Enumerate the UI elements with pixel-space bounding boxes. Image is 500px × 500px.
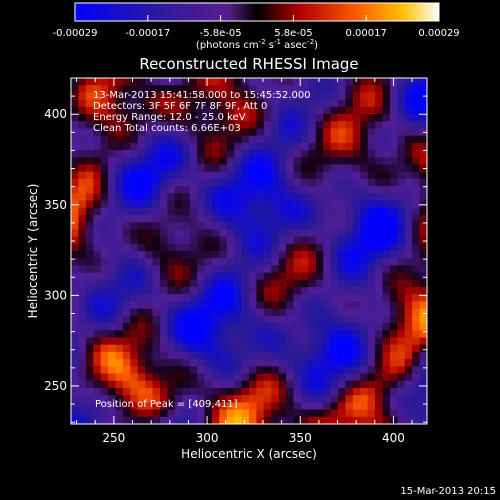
x-tick-label: 400	[382, 431, 405, 445]
colorbar-tick-label: -0.00029	[53, 28, 98, 39]
colorbar-tick-label: 0.00017	[346, 28, 387, 39]
heatmap-image	[71, 78, 427, 424]
colorbar-unit: (photons cm-2 s-1 asec-2)	[196, 38, 318, 51]
annotation-peak: Position of Peak = [409,411]	[95, 399, 238, 410]
x-tick-labels: 250 300 350 400	[102, 431, 404, 445]
colorbar-tick-labels: -0.00029 -0.00017 -5.8e-05 5.8e-05 0.00017 0.…	[53, 28, 460, 39]
y-axis-label: Heliocentric Y (arcsec)	[26, 184, 40, 319]
axis-ticks	[71, 78, 427, 424]
x-tick-label: 350	[289, 431, 312, 445]
annotation-time-range: 13-Mar-2013 15:41:58.000 to 15:45:52.000	[93, 90, 311, 101]
x-tick-label: 300	[196, 431, 219, 445]
colorbar-tick-label: 5.8e-05	[274, 28, 312, 39]
colorbar-tick-label: 0.00029	[418, 28, 459, 39]
y-tick-labels: 250 300 350 400	[44, 107, 67, 393]
annotation-detectors: Detectors: 3F 5F 6F 7F 8F 9F, Att 0	[93, 101, 267, 112]
annotation-block: 13-Mar-2013 15:41:58.000 to 15:45:52.000…	[93, 90, 311, 134]
footer-timestamp: 15-Mar-2013 20:15	[400, 486, 496, 497]
annotation-clean: Clean Total counts: 6.66E+03	[93, 123, 241, 134]
colorbar-ticks	[74, 15, 440, 21]
y-tick-label: 400	[44, 107, 67, 121]
colorbar-tick-label: -5.8e-05	[200, 28, 242, 39]
colorbar	[74, 2, 440, 22]
x-tick-label: 250	[102, 431, 125, 445]
chart-title: Reconstructed RHESSI Image	[139, 55, 358, 73]
plot-frame	[70, 77, 428, 425]
y-tick-label: 300	[44, 288, 67, 302]
y-tick-label: 250	[44, 379, 67, 393]
annotation-energy: Energy Range: 12.0 - 25.0 keV	[93, 112, 246, 123]
y-tick-label: 350	[44, 198, 67, 212]
x-axis-label: Heliocentric X (arcsec)	[181, 447, 317, 461]
colorbar-tick-label: -0.00017	[125, 28, 170, 39]
